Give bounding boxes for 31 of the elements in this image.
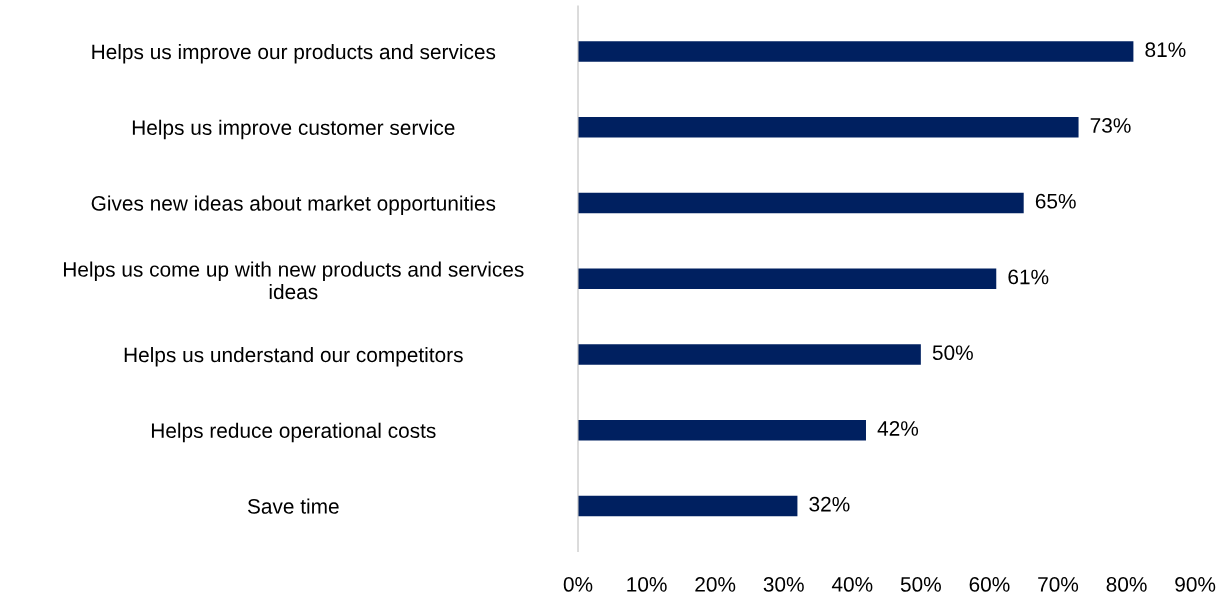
bar xyxy=(578,495,798,517)
y-tick-label: Helps us come up with new products and services ideas xyxy=(63,261,524,300)
x-tick-label: 90% xyxy=(1175,577,1216,592)
bar xyxy=(578,117,1079,138)
x-tick-label: 40% xyxy=(831,577,873,592)
y-tick-label: Helps us improve our products and services xyxy=(92,43,496,64)
bar xyxy=(578,420,866,441)
x-tick-label: 70% xyxy=(1038,577,1079,592)
data-label: 73% xyxy=(1090,118,1131,133)
data-label: 81% xyxy=(1145,42,1186,58)
x-tick-label: 10% xyxy=(627,577,667,592)
y-tick-label: Helps us improve customer service xyxy=(132,119,455,140)
bar xyxy=(578,192,1024,214)
x-tick-label: 20% xyxy=(695,577,736,592)
data-label: 42% xyxy=(877,421,919,436)
x-tick-label: 0% xyxy=(563,577,593,592)
bar xyxy=(578,344,921,365)
y-tick-label: Save time xyxy=(247,498,339,514)
data-label: 32% xyxy=(809,496,850,512)
y-tick-label: Helps us understand our competitors xyxy=(124,346,463,367)
x-tick-label: 60% xyxy=(969,577,1010,592)
x-tick-label: 50% xyxy=(900,577,941,592)
bar xyxy=(578,41,1134,62)
x-tick-label: 30% xyxy=(763,577,804,592)
bar xyxy=(578,268,997,289)
x-tick-label: 80% xyxy=(1106,577,1147,592)
data-label: 50% xyxy=(932,345,973,361)
data-label: 61% xyxy=(1008,269,1049,285)
y-tick-label: Helps reduce operational costs xyxy=(151,422,436,443)
y-tick-label: Gives new ideas about market opportunities xyxy=(91,195,496,215)
data-label: 65% xyxy=(1035,193,1076,209)
